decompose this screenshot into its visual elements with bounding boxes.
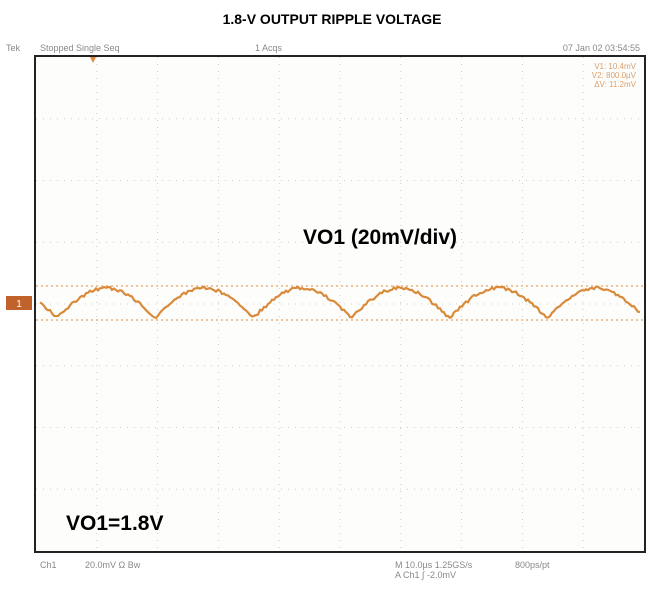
- channel-marker-label: 1: [16, 299, 22, 310]
- record: 800ps/pt: [515, 560, 550, 570]
- volts-div: 20.0mV Ω Bw: [85, 560, 141, 570]
- cursor-readout: V1: 10.4mV: [594, 62, 636, 71]
- level-annotation: VO1=1.8V: [66, 512, 163, 535]
- trigger: A Ch1 ∫ -2.0mV: [395, 570, 456, 580]
- acq-count: 1 Acqs: [255, 43, 283, 53]
- timestamp: 07 Jan 02 03:54:55: [563, 43, 640, 53]
- timebase: M 10.0µs 1.25GS/s: [395, 560, 473, 570]
- brand: Tek: [6, 43, 21, 53]
- channel: Ch1: [40, 560, 57, 570]
- acq-state: Stopped Single Seq: [40, 43, 120, 53]
- cursor-readout: ΔV: 11.2mV: [594, 80, 636, 89]
- scope-screenshot: 1.8-V OUTPUT RIPPLE VOLTAGE Tek Stopped …: [0, 0, 649, 597]
- scale-annotation: VO1 (20mV/div): [303, 226, 457, 249]
- cursor-readout: V2: 800.0µV: [592, 71, 637, 80]
- title: 1.8-V OUTPUT RIPPLE VOLTAGE: [223, 11, 442, 27]
